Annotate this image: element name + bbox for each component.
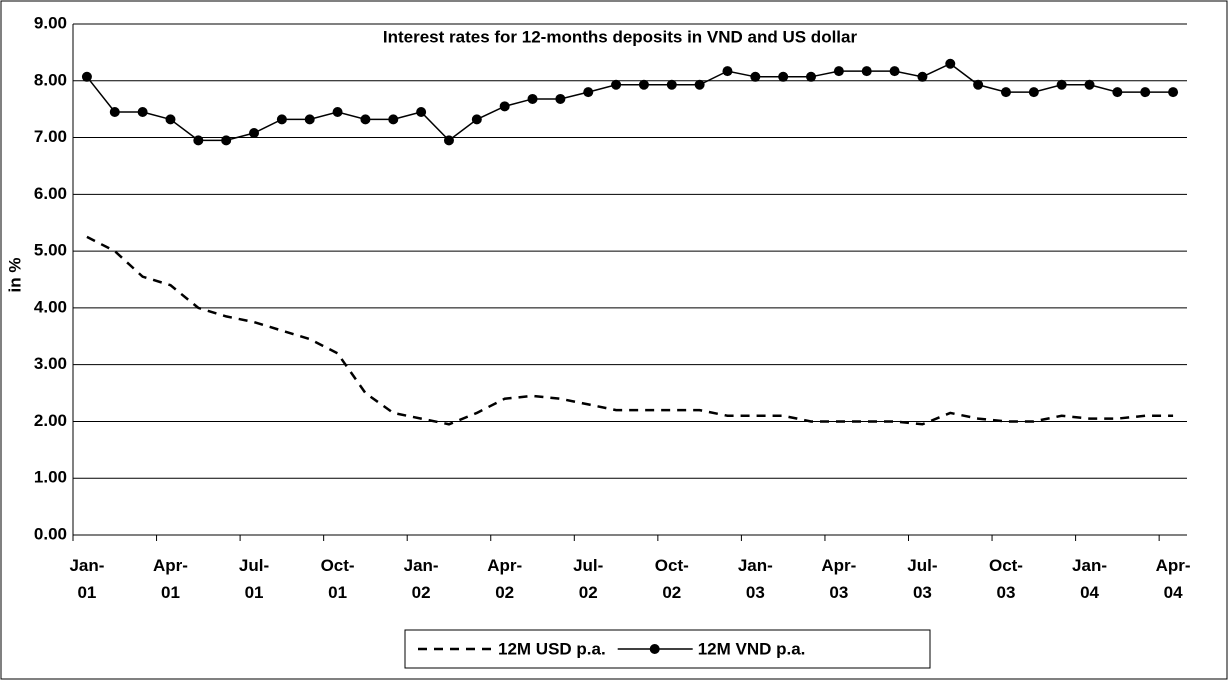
y-tick-label: 5.00 [34,241,67,260]
x-tick-label: Jul-03 [907,556,937,602]
y-tick-label: 9.00 [34,13,67,32]
x-tick-label: Jan-01 [69,556,104,602]
y-tick-label: 7.00 [34,127,67,146]
series-marker [666,79,677,90]
series-marker [694,79,705,90]
legend-marker [649,644,660,654]
series-marker [750,71,761,82]
x-tick-label: Oct-03 [989,556,1023,602]
x-tick-label: Oct-02 [655,556,689,602]
series-marker [861,66,872,77]
series-marker [137,107,148,118]
y-tick-label: 0.00 [34,524,67,543]
series-line [86,235,1174,426]
series-marker [638,79,649,90]
series-marker [165,114,176,125]
x-tick-label: Jan-03 [738,556,773,602]
series-marker [611,79,622,90]
y-axis-label: in % [5,258,24,293]
series-marker [249,128,260,139]
series-marker [806,71,817,82]
y-tick-label: 2.00 [34,411,67,430]
y-tick-label: 4.00 [34,297,67,316]
series-marker [555,93,566,104]
series-marker [917,71,928,82]
series-marker [360,114,371,125]
series-marker [332,107,343,118]
series-marker [527,93,538,104]
series-marker [81,71,92,82]
series-marker [889,66,900,77]
series-marker [304,114,315,125]
series-marker [1112,87,1123,98]
x-tick-label: Apr-01 [153,556,188,602]
chart-title: Interest rates for 12-months deposits in… [383,27,858,46]
series-line [86,62,1174,142]
series-marker [109,107,120,118]
y-tick-label: 3.00 [34,354,67,373]
series-marker [945,58,956,69]
y-tick-label: 6.00 [34,184,67,203]
series-marker [1084,79,1095,90]
series-marker [1000,87,1011,98]
series-marker [722,66,733,77]
series-marker [388,114,399,125]
series-marker [499,101,510,112]
x-tick-label: Apr-03 [821,556,856,602]
series-marker [471,114,482,125]
x-tick-label: Jul-01 [239,556,269,602]
x-tick-label: Apr-04 [1156,556,1191,602]
series-marker [1140,87,1151,98]
series-marker [583,87,594,98]
y-tick-label: 1.00 [34,468,67,487]
series-marker [193,135,204,146]
series-marker [1028,87,1039,98]
series-marker [221,135,232,146]
series-marker [778,71,789,82]
series-marker [1168,87,1179,98]
series-marker [833,66,844,77]
series-marker [276,114,287,125]
series-marker [443,135,454,146]
legend-label: 12M VND p.a. [698,639,806,658]
series-marker [1056,79,1067,90]
legend-label: 12M USD p.a. [498,639,606,658]
x-tick-label: Jul-02 [573,556,603,602]
x-tick-label: Oct-01 [321,556,355,602]
series-marker [973,79,984,90]
y-tick-label: 8.00 [34,70,67,89]
x-tick-label: Apr-02 [487,556,522,602]
series-marker [416,107,427,118]
x-tick-label: Jan-02 [404,556,439,602]
x-tick-label: Jan-04 [1072,556,1107,602]
